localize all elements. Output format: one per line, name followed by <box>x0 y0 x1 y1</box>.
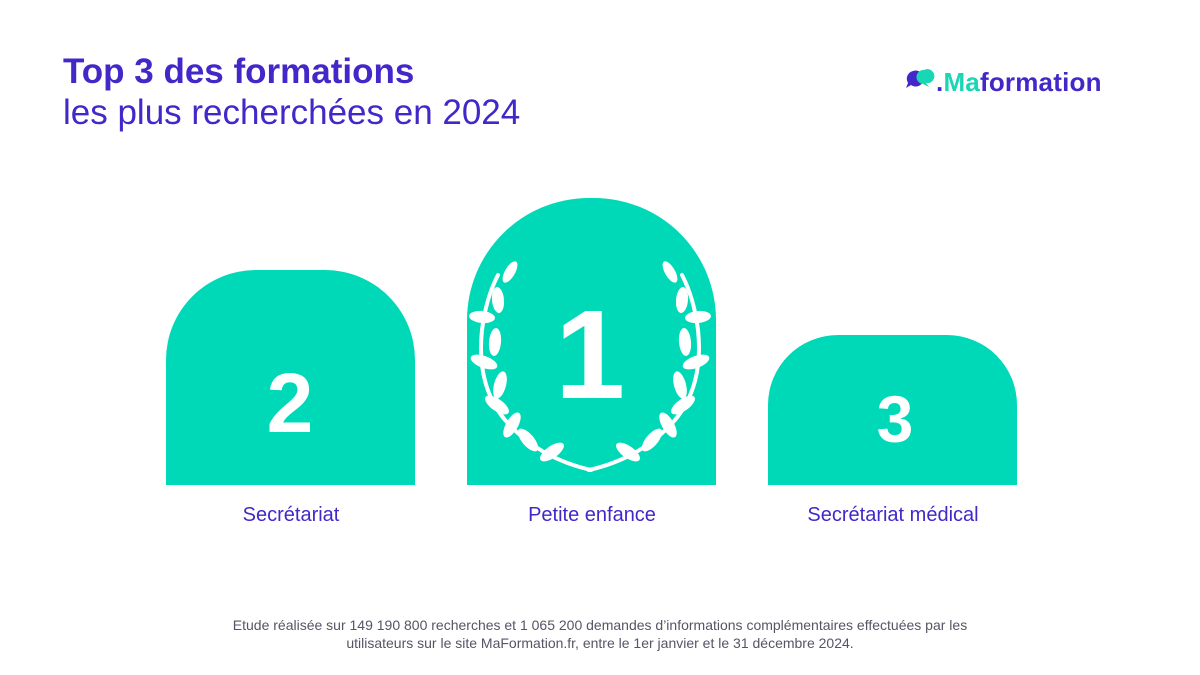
laurel-leaves-right <box>616 261 711 462</box>
podium-block-3 <box>768 335 1017 485</box>
page-title: Top 3 des formations <box>63 52 415 91</box>
footnote-line-1: Etude réalisée sur 149 190 800 recherche… <box>232 617 968 633</box>
speech-bubbles-icon <box>904 65 938 99</box>
study-footnote: Etude réalisée sur 149 190 800 recherche… <box>100 616 1100 652</box>
brand-rest: formation <box>979 66 1102 97</box>
podium-block-1 <box>467 198 716 485</box>
podium-rank-1: 1 <box>555 284 625 425</box>
brand-logo: .Maformation <box>904 64 1102 100</box>
brand-wordmark: .Maformation <box>936 67 1102 98</box>
laurel-leaves-left <box>469 261 564 462</box>
brand-dot: . <box>936 66 944 97</box>
podium-label-1: Petite enfance <box>528 504 656 526</box>
brand-accent: Ma <box>943 66 980 97</box>
footnote-line-2: utilisateurs sur le site MaFormation.fr,… <box>346 635 854 651</box>
podium-label-3: Secrétariat médical <box>807 504 979 526</box>
podium-label-2: Secrétariat <box>242 504 340 526</box>
podium-rank-2: 2 <box>267 356 314 450</box>
page-subtitle: les plus recherchées en 2024 <box>63 93 521 132</box>
title-block: Top 3 des formations les plus recherchée… <box>63 52 520 134</box>
podium-block-2 <box>166 270 415 485</box>
podium-rank-3: 3 <box>877 382 914 456</box>
